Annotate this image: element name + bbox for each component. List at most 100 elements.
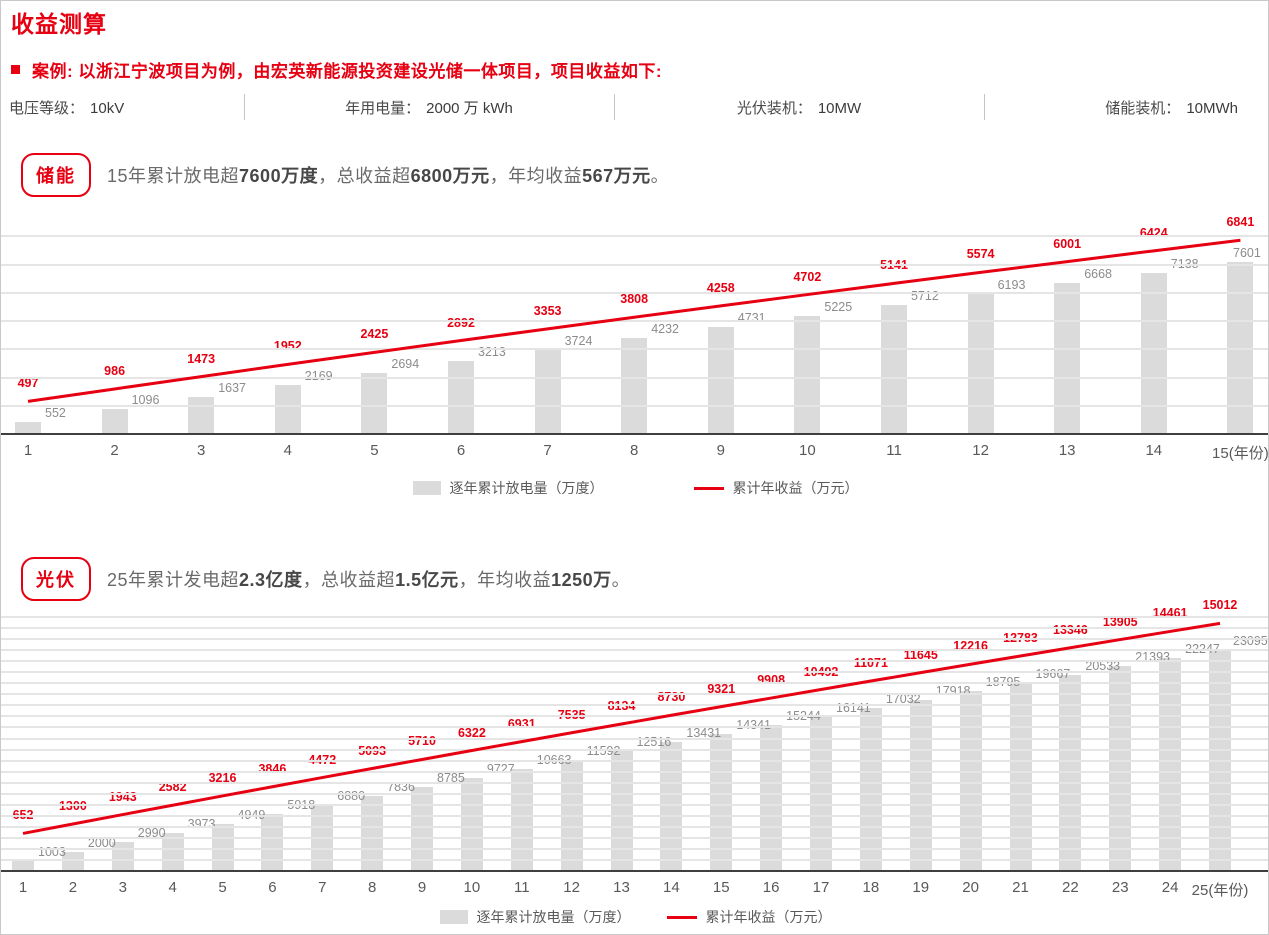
summary-segment: ，总收益超 — [318, 166, 411, 186]
gridline — [1, 682, 1268, 685]
line-value-label: 6841 — [1226, 215, 1255, 230]
case-note: 案例: 以浙江宁波项目为例，由宏英新能源投资建设光储一体项目，项目收益如下: — [32, 62, 663, 81]
gridline — [1, 770, 1268, 773]
x-tick-label: 8 — [630, 442, 639, 459]
storage-summary: 15年累计放电超7600万度，总收益超6800万元，年均收益567万元。 — [107, 162, 669, 188]
gridline — [1, 638, 1268, 641]
bar-year-8 — [361, 796, 384, 871]
gridline — [1, 693, 1268, 696]
summary-segment: 7600万度 — [239, 166, 319, 186]
x-tick-label: 11 — [513, 879, 530, 896]
line-value-label: 497 — [17, 376, 39, 391]
line-value-label: 3808 — [620, 292, 649, 307]
bar-year-5 — [361, 373, 388, 434]
legend-bar-label: 逐年累计放电量（万度） — [449, 480, 604, 496]
x-tick-label: 13 — [613, 879, 630, 896]
x-tick-label: 5 — [218, 879, 227, 896]
line-value-label: 13346 — [1052, 622, 1088, 637]
summary-segment: 15年累计放电超 — [107, 166, 240, 186]
gridline — [1, 291, 1268, 294]
legend-line-label: 累计年收益（万元） — [732, 480, 859, 496]
spec-label: 电压等级： — [9, 99, 85, 117]
bar-value-label: 17032 — [885, 692, 921, 707]
x-tick-label: 6 — [268, 879, 277, 896]
bar-year-4 — [274, 384, 301, 434]
gridline — [1, 825, 1268, 828]
x-tick-label: 20 — [962, 879, 979, 896]
bar-year-1 — [12, 861, 34, 871]
bar-value-label: 6193 — [997, 278, 1026, 293]
x-axis-line — [1, 870, 1268, 872]
bar-value-label: 13431 — [686, 726, 722, 741]
x-tick-label: 12 — [563, 879, 580, 896]
gridline — [1, 660, 1268, 663]
x-tick-label: 1 — [23, 442, 33, 459]
x-tick-label: 3 — [118, 879, 127, 896]
bar-value-label: 8785 — [437, 770, 465, 785]
bar-value-label: 18795 — [986, 675, 1021, 689]
bar-year-10 — [794, 315, 821, 434]
bar-year-13 — [1054, 283, 1081, 434]
gridline — [1, 704, 1268, 707]
x-tick-label: 17 — [812, 879, 830, 896]
x-tick-label: 10 — [799, 442, 816, 459]
gridline — [1, 803, 1268, 806]
x-tick-label: 6 — [456, 442, 466, 459]
case-note-row: 案例: 以浙江宁波项目为例，由宏英新能源投资建设光储一体项目，项目收益如下: — [11, 57, 662, 82]
summary-segment: 567万元 — [582, 166, 651, 186]
summary-segment: 1.5亿元 — [395, 570, 459, 590]
bar-swatch-icon — [439, 910, 468, 924]
x-tick-label: 10 — [463, 879, 481, 896]
x-tick-label: 21 — [1012, 879, 1029, 896]
line-value-label: 7535 — [558, 708, 586, 722]
line-value-label: 12783 — [1003, 631, 1038, 645]
summary-segment: 1250万 — [551, 570, 612, 590]
pv-chart: 1003200029903973494959186880783687859727… — [1, 598, 1268, 872]
summary-segment: 2.3亿度 — [239, 570, 303, 590]
x-tick-label: 25(年份) — [1191, 882, 1249, 899]
gridline — [1, 781, 1268, 784]
x-tick-label: 11 — [886, 442, 902, 459]
summary-segment: 6800万元 — [410, 166, 490, 186]
x-tick-label: 1 — [18, 879, 28, 896]
bar-year-9 — [411, 786, 433, 871]
storage-x-axis: 1 2 3 4 5 6 7 8 9 10 11 12 13 14 15(年份) — [1, 442, 1268, 462]
spec-divider — [614, 94, 615, 120]
bar-year-11 — [881, 304, 907, 434]
x-tick-label: 14 — [663, 879, 680, 896]
bar-value-label: 4949 — [238, 808, 266, 822]
bar-year-3 — [188, 397, 215, 434]
x-tick-label: 2 — [68, 879, 78, 896]
gridline — [1, 616, 1268, 619]
bar-year-14 — [1140, 272, 1167, 434]
line-value-label: 4702 — [793, 269, 822, 284]
spec-label: 储能装机： — [1105, 99, 1181, 117]
x-tick-label: 24 — [1161, 879, 1179, 896]
x-tick-label: 18 — [862, 879, 880, 896]
line-value-label: 6001 — [1053, 236, 1082, 251]
x-tick-label: 3 — [197, 442, 206, 459]
x-tick-label: 23 — [1111, 879, 1129, 896]
x-tick-label: 4 — [168, 879, 177, 896]
x-tick-label: 22 — [1062, 879, 1079, 896]
spec-item-0: 电压等级： 10kV — [1, 97, 244, 118]
line-value-label: 3353 — [533, 303, 562, 318]
line-value-label: 986 — [104, 363, 126, 378]
spec-value: 10kV — [90, 99, 125, 117]
bar-value-label: 23095 — [1233, 633, 1268, 648]
x-tick-label: 13 — [1058, 442, 1076, 459]
bar-year-7 — [534, 349, 561, 434]
spec-label: 光伏装机： — [736, 99, 812, 117]
gridline — [1, 235, 1268, 238]
bar-value-label: 22247 — [1185, 642, 1220, 656]
summary-segment: ，总收益超 — [302, 570, 396, 590]
revenue-line — [22, 621, 1221, 835]
bar-value-label: 11592 — [586, 744, 621, 759]
bar-year-9 — [707, 327, 734, 434]
line-swatch-icon — [666, 915, 697, 919]
bar-year-21 — [1009, 682, 1032, 871]
line-value-label: 11071 — [853, 656, 888, 671]
gridline — [1, 792, 1268, 795]
gridline — [1, 748, 1268, 751]
